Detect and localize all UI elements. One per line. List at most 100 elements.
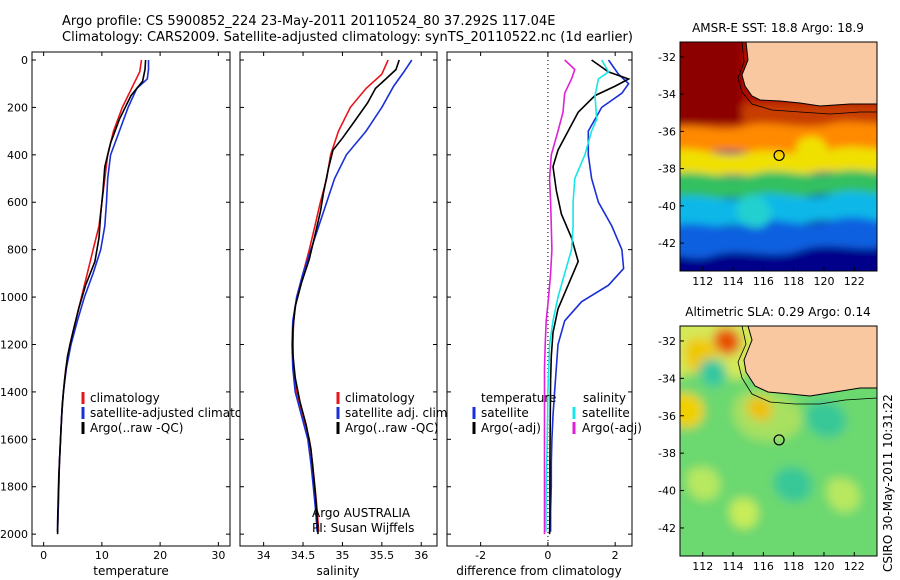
lat-tick-label: -32 <box>658 51 676 64</box>
salinity-legend: climatology satellite adj. clim. Argo(..… <box>336 391 451 435</box>
temperature-axes-box <box>31 51 231 547</box>
x-tick-label: 2 <box>612 549 619 562</box>
lon-tick-label: 122 <box>844 275 865 288</box>
y-tick-label: 0 <box>21 54 28 67</box>
lat-tick-label: -34 <box>658 88 676 101</box>
legend-label-sal-argo: Argo(-adj) <box>582 421 642 435</box>
x-tick-label: 36 <box>414 549 428 562</box>
lat-tick-label: -38 <box>658 447 676 460</box>
sst-contour-line <box>737 42 877 115</box>
y-tick-label: 400 <box>7 149 28 162</box>
y-tick-label: 2000 <box>0 528 28 541</box>
sla-heatmap <box>680 326 877 556</box>
figure-title-line1: Argo profile: CS 5900852_224 23-May-2011… <box>62 14 555 29</box>
lat-tick-label: -36 <box>658 125 676 138</box>
lon-tick-label: 114 <box>723 560 744 573</box>
temperature-xlabel: temperature <box>93 564 168 578</box>
difference-ticks: -2 0 2 <box>447 52 632 562</box>
x-tick-label: 0 <box>544 549 551 562</box>
y-tick-label: 600 <box>7 196 28 209</box>
series-line-salinity-satellite <box>545 59 610 532</box>
lat-tick-label: -40 <box>658 200 676 213</box>
x-tick-label: 20 <box>153 549 167 562</box>
sla-argo-location-marker <box>773 434 785 446</box>
temperature-panel: 0 10 20 30 0 200 400 600 800 1000 1200 1400 1600 1800… <box>0 51 268 578</box>
series-line-salinity-argo-adj- <box>543 59 576 535</box>
series-line-argo-raw-qc- <box>56 59 147 535</box>
sla-land-mask <box>743 326 877 397</box>
y-tick-label: 1600 <box>0 433 28 446</box>
sla-map-frame <box>679 325 878 557</box>
sla-map-panel: Altimetric SLA: 0.29 Argo: 0.14 <box>658 305 878 573</box>
legend-heading-temperature: temperature <box>481 391 556 405</box>
lon-tick-label: 118 <box>783 560 804 573</box>
x-tick-label: 10 <box>95 549 109 562</box>
sst-map-title: AMSR-E SST: 18.8 Argo: 18.9 <box>692 21 864 35</box>
lat-tick-label: -42 <box>658 522 676 535</box>
legend-label-temp-argo: Argo(-adj) <box>481 421 541 435</box>
sla-contour-line <box>737 326 877 405</box>
y-tick-label: 1200 <box>0 338 28 351</box>
series-line-satellite-adj-clim- <box>291 59 413 532</box>
difference-legend: temperature satellite Argo(-adj) salinit… <box>472 391 642 435</box>
lat-tick-label: -38 <box>658 163 676 176</box>
salinity-xlabel: salinity <box>316 564 359 578</box>
lon-tick-label: 122 <box>844 560 865 573</box>
y-tick-label: 800 <box>7 244 28 257</box>
sst-map-panel: AMSR-E SST: 18.8 Argo: 18.9 112 114 116 118… <box>658 21 878 288</box>
legend-label-sal-satellite: satellite <box>582 406 630 420</box>
timestamp-stamp: CSIRO 30-May-2011 10:31:22 <box>881 394 895 572</box>
pi-label: PI: Susan Wijffels <box>312 521 414 535</box>
y-tick-label: 1000 <box>0 291 28 304</box>
difference-xlabel: difference from climatology <box>456 564 622 578</box>
series-line-temperature-satellite <box>549 59 630 532</box>
salinity-series <box>291 59 413 535</box>
lat-tick-label: -34 <box>658 372 676 385</box>
figure-title-line2: Climatology: CARS2009. Satellite-adjuste… <box>62 30 633 45</box>
legend-label-climatology: climatology <box>90 391 160 405</box>
salinity-axes-box <box>239 51 438 547</box>
x-tick-label: 0 <box>40 549 47 562</box>
legend-label-argo: Argo(..raw -QC) <box>345 421 438 435</box>
legend-label-argo: Argo(..raw -QC) <box>90 421 183 435</box>
x-tick-label: 34.5 <box>291 549 316 562</box>
lon-tick-label: 112 <box>692 275 713 288</box>
lat-tick-label: -32 <box>658 335 676 348</box>
temperature-ticks: 0 10 20 30 0 200 400 600 800 1000 1200 1400 1600 1800… <box>0 52 230 562</box>
x-tick-label: -2 <box>475 549 486 562</box>
series-line-argo-raw-qc- <box>292 59 400 535</box>
salinity-ticks: 34 34.5 35 35.5 36 <box>240 52 437 562</box>
y-tick-label: 1400 <box>0 386 28 399</box>
sst-land-mask <box>741 42 877 107</box>
x-tick-label: 34 <box>257 549 271 562</box>
lon-tick-label: 116 <box>753 275 774 288</box>
y-tick-label: 1800 <box>0 481 28 494</box>
lat-tick-label: -42 <box>658 237 676 250</box>
argo-agency-label: Argo AUSTRALIA <box>312 506 411 520</box>
x-tick-label: 35 <box>335 549 349 562</box>
lon-tick-label: 120 <box>813 275 834 288</box>
lon-tick-label: 112 <box>692 560 713 573</box>
lon-tick-label: 118 <box>783 275 804 288</box>
difference-panel: -2 0 2 difference from climatology tempera… <box>446 51 642 578</box>
sst-map-frame <box>679 41 878 272</box>
lon-tick-label: 114 <box>723 275 744 288</box>
x-tick-label: 30 <box>211 549 225 562</box>
lat-tick-label: -36 <box>658 410 676 423</box>
y-tick-label: 200 <box>7 101 28 114</box>
lat-tick-label: -40 <box>658 485 676 498</box>
sla-map-title: Altimetric SLA: 0.29 Argo: 0.14 <box>685 305 870 319</box>
series-line-temperature-argo-adj- <box>548 59 631 535</box>
temperature-legend: climatology satellite-adjusted climatolo… <box>81 391 268 435</box>
legend-label-climatology: climatology <box>345 391 415 405</box>
lon-tick-label: 116 <box>753 560 774 573</box>
x-tick-label: 35.5 <box>370 549 395 562</box>
salinity-panel: 34 34.5 35 35.5 36 salinity climatology sate… <box>239 51 451 578</box>
legend-label-satellite-adjusted: satellite-adjusted climatology <box>90 406 268 420</box>
sst-map-ticks: 112 114 116 118 120 122 -32 -34 -36 -38 -40 -42 <box>658 51 865 288</box>
lon-tick-label: 120 <box>813 560 834 573</box>
difference-series <box>543 59 631 535</box>
legend-heading-salinity: salinity <box>583 391 626 405</box>
sla-map-ticks: 112 114 116 118 120 122 -32 -34 -36 -38 -40 -42 <box>658 335 865 573</box>
